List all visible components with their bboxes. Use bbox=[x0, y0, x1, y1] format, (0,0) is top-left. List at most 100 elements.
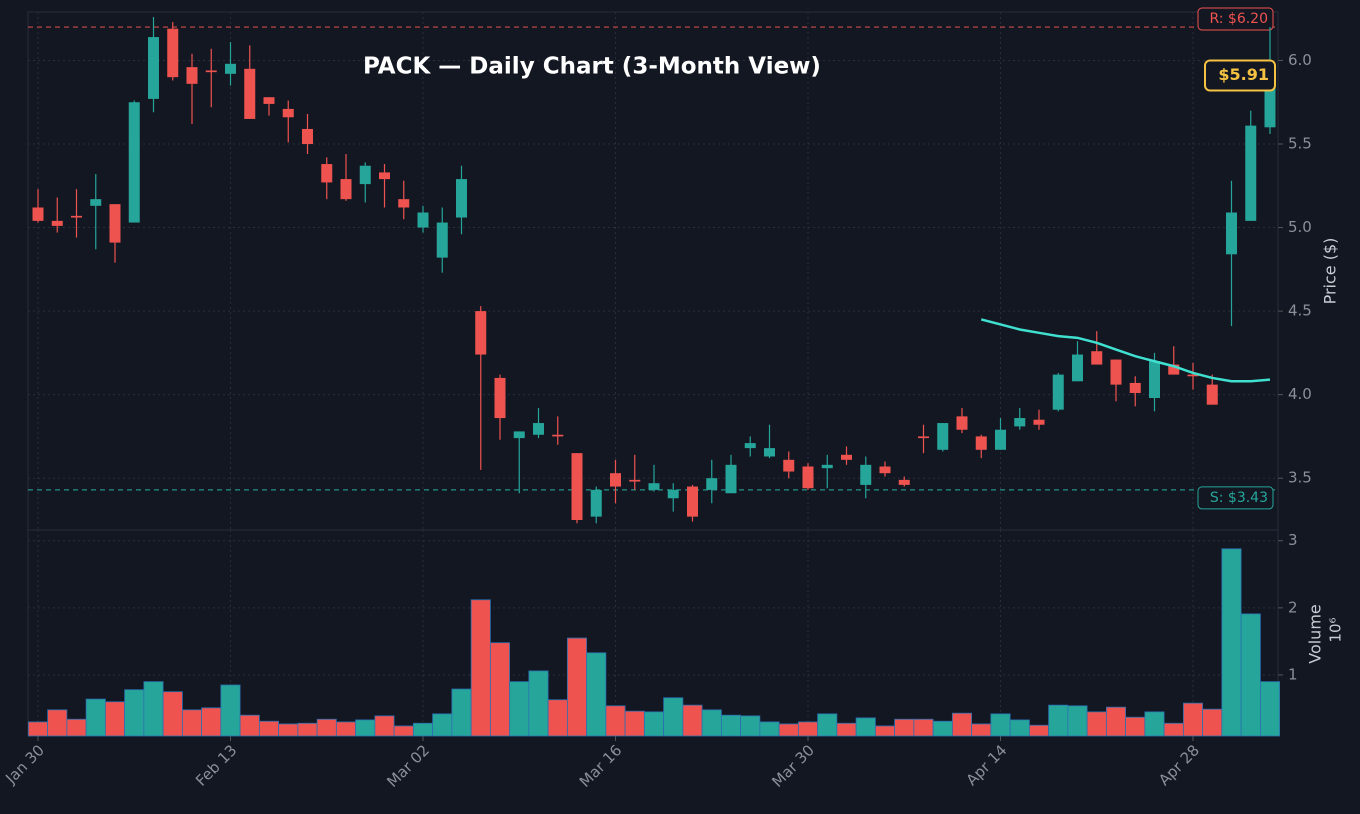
volume-bar bbox=[528, 670, 549, 737]
volume-bar bbox=[720, 714, 742, 737]
y-tick-label: 5.0 bbox=[1288, 218, 1312, 236]
moving-average-line bbox=[980, 318, 1271, 383]
candle-body bbox=[1187, 374, 1199, 377]
volume-bar bbox=[509, 681, 530, 737]
volume-tick-label: 3 bbox=[1288, 531, 1298, 549]
volume-bar bbox=[643, 711, 665, 737]
y-tick-label: 6.0 bbox=[1288, 51, 1312, 69]
candle-body bbox=[302, 128, 313, 145]
volume-bar bbox=[1182, 702, 1204, 737]
volume-bar bbox=[1105, 706, 1127, 737]
candle-body bbox=[456, 179, 467, 218]
volume-bar bbox=[451, 688, 472, 737]
candle-body bbox=[1052, 374, 1064, 410]
candle-body bbox=[783, 459, 795, 472]
volume-bar bbox=[1221, 548, 1242, 737]
candle-body bbox=[71, 215, 82, 218]
candle-body bbox=[90, 199, 102, 206]
volume-bar bbox=[874, 725, 896, 737]
volume-bar bbox=[759, 721, 780, 737]
volume-bar bbox=[951, 712, 973, 737]
candle-body bbox=[32, 207, 44, 221]
candle-body bbox=[552, 434, 564, 437]
volume-bar bbox=[278, 723, 299, 737]
volume-bar bbox=[605, 705, 626, 737]
candle-body bbox=[667, 489, 679, 499]
candle-body bbox=[205, 70, 217, 73]
volume-bar bbox=[932, 720, 953, 737]
volume-scale: 10⁶ bbox=[1327, 617, 1345, 642]
volume-bar bbox=[104, 701, 126, 737]
candle-body bbox=[802, 466, 814, 489]
volume-bar bbox=[162, 691, 183, 737]
candle-body bbox=[744, 443, 756, 449]
candle-body bbox=[1129, 382, 1141, 393]
volume-bar bbox=[566, 637, 588, 737]
volume-bar bbox=[1067, 705, 1088, 737]
candle-body bbox=[860, 464, 872, 485]
candle-body bbox=[494, 377, 506, 419]
candle-body bbox=[475, 311, 487, 355]
volume-bar bbox=[201, 707, 222, 737]
y-tick-label: 4.0 bbox=[1288, 385, 1312, 403]
volume-bar bbox=[1125, 716, 1146, 737]
volume-bar bbox=[258, 720, 280, 737]
volume-bar bbox=[913, 718, 934, 737]
candle-body bbox=[841, 454, 852, 460]
candle-body bbox=[629, 479, 641, 482]
candle-body bbox=[109, 204, 121, 243]
volume-bar bbox=[894, 718, 915, 737]
resistance-label: R: $6.20 bbox=[1209, 11, 1268, 27]
volume-bar bbox=[586, 652, 607, 737]
candle-body bbox=[1168, 364, 1180, 375]
volume-bar bbox=[124, 689, 145, 737]
volume-bar bbox=[1240, 613, 1261, 737]
candle-body bbox=[687, 486, 698, 517]
candle-body bbox=[648, 483, 660, 490]
candle-body bbox=[436, 222, 448, 258]
volume-bar bbox=[836, 722, 857, 737]
volume-bar bbox=[1202, 708, 1223, 737]
candle-body bbox=[725, 464, 737, 494]
candle-body bbox=[186, 67, 198, 84]
last-price-label: $5.91 bbox=[1218, 65, 1269, 84]
volume-bar bbox=[316, 718, 337, 737]
support-badge bbox=[1197, 486, 1274, 510]
volume-bar bbox=[489, 642, 511, 737]
volume-bar bbox=[412, 722, 434, 737]
candle-body bbox=[1033, 419, 1045, 425]
candle-body bbox=[379, 172, 390, 180]
volume-bar bbox=[990, 713, 1011, 737]
candle-body bbox=[956, 416, 968, 430]
candle-body bbox=[975, 436, 987, 450]
candle-body bbox=[244, 68, 256, 119]
candle-body bbox=[764, 448, 775, 457]
volume-bar bbox=[1009, 719, 1030, 737]
volume-bar bbox=[374, 715, 395, 737]
candle-body bbox=[995, 429, 1006, 450]
volume-bar bbox=[817, 713, 838, 737]
candle-body bbox=[821, 464, 833, 469]
candle-body bbox=[918, 436, 929, 439]
candle-body bbox=[898, 479, 910, 485]
volume-bar bbox=[797, 721, 819, 737]
volume-bar bbox=[1144, 711, 1165, 737]
y-tick-label: 5.5 bbox=[1288, 135, 1312, 153]
resistance-badge bbox=[1197, 7, 1274, 31]
volume-bar bbox=[701, 709, 722, 737]
candle-body bbox=[398, 199, 410, 208]
candle-body bbox=[1072, 354, 1083, 382]
volume-bar bbox=[335, 721, 357, 737]
volume-axis-title: Volume bbox=[1306, 604, 1325, 664]
volume-bar bbox=[682, 704, 703, 737]
volume-tick-label: 2 bbox=[1288, 598, 1298, 616]
last-price-badge bbox=[1204, 59, 1276, 92]
volume-bar bbox=[1163, 722, 1184, 737]
volume-bar bbox=[1028, 724, 1050, 737]
volume-tick-label: 1 bbox=[1288, 665, 1298, 683]
volume-bar bbox=[855, 717, 876, 737]
volume-bar bbox=[393, 725, 414, 737]
